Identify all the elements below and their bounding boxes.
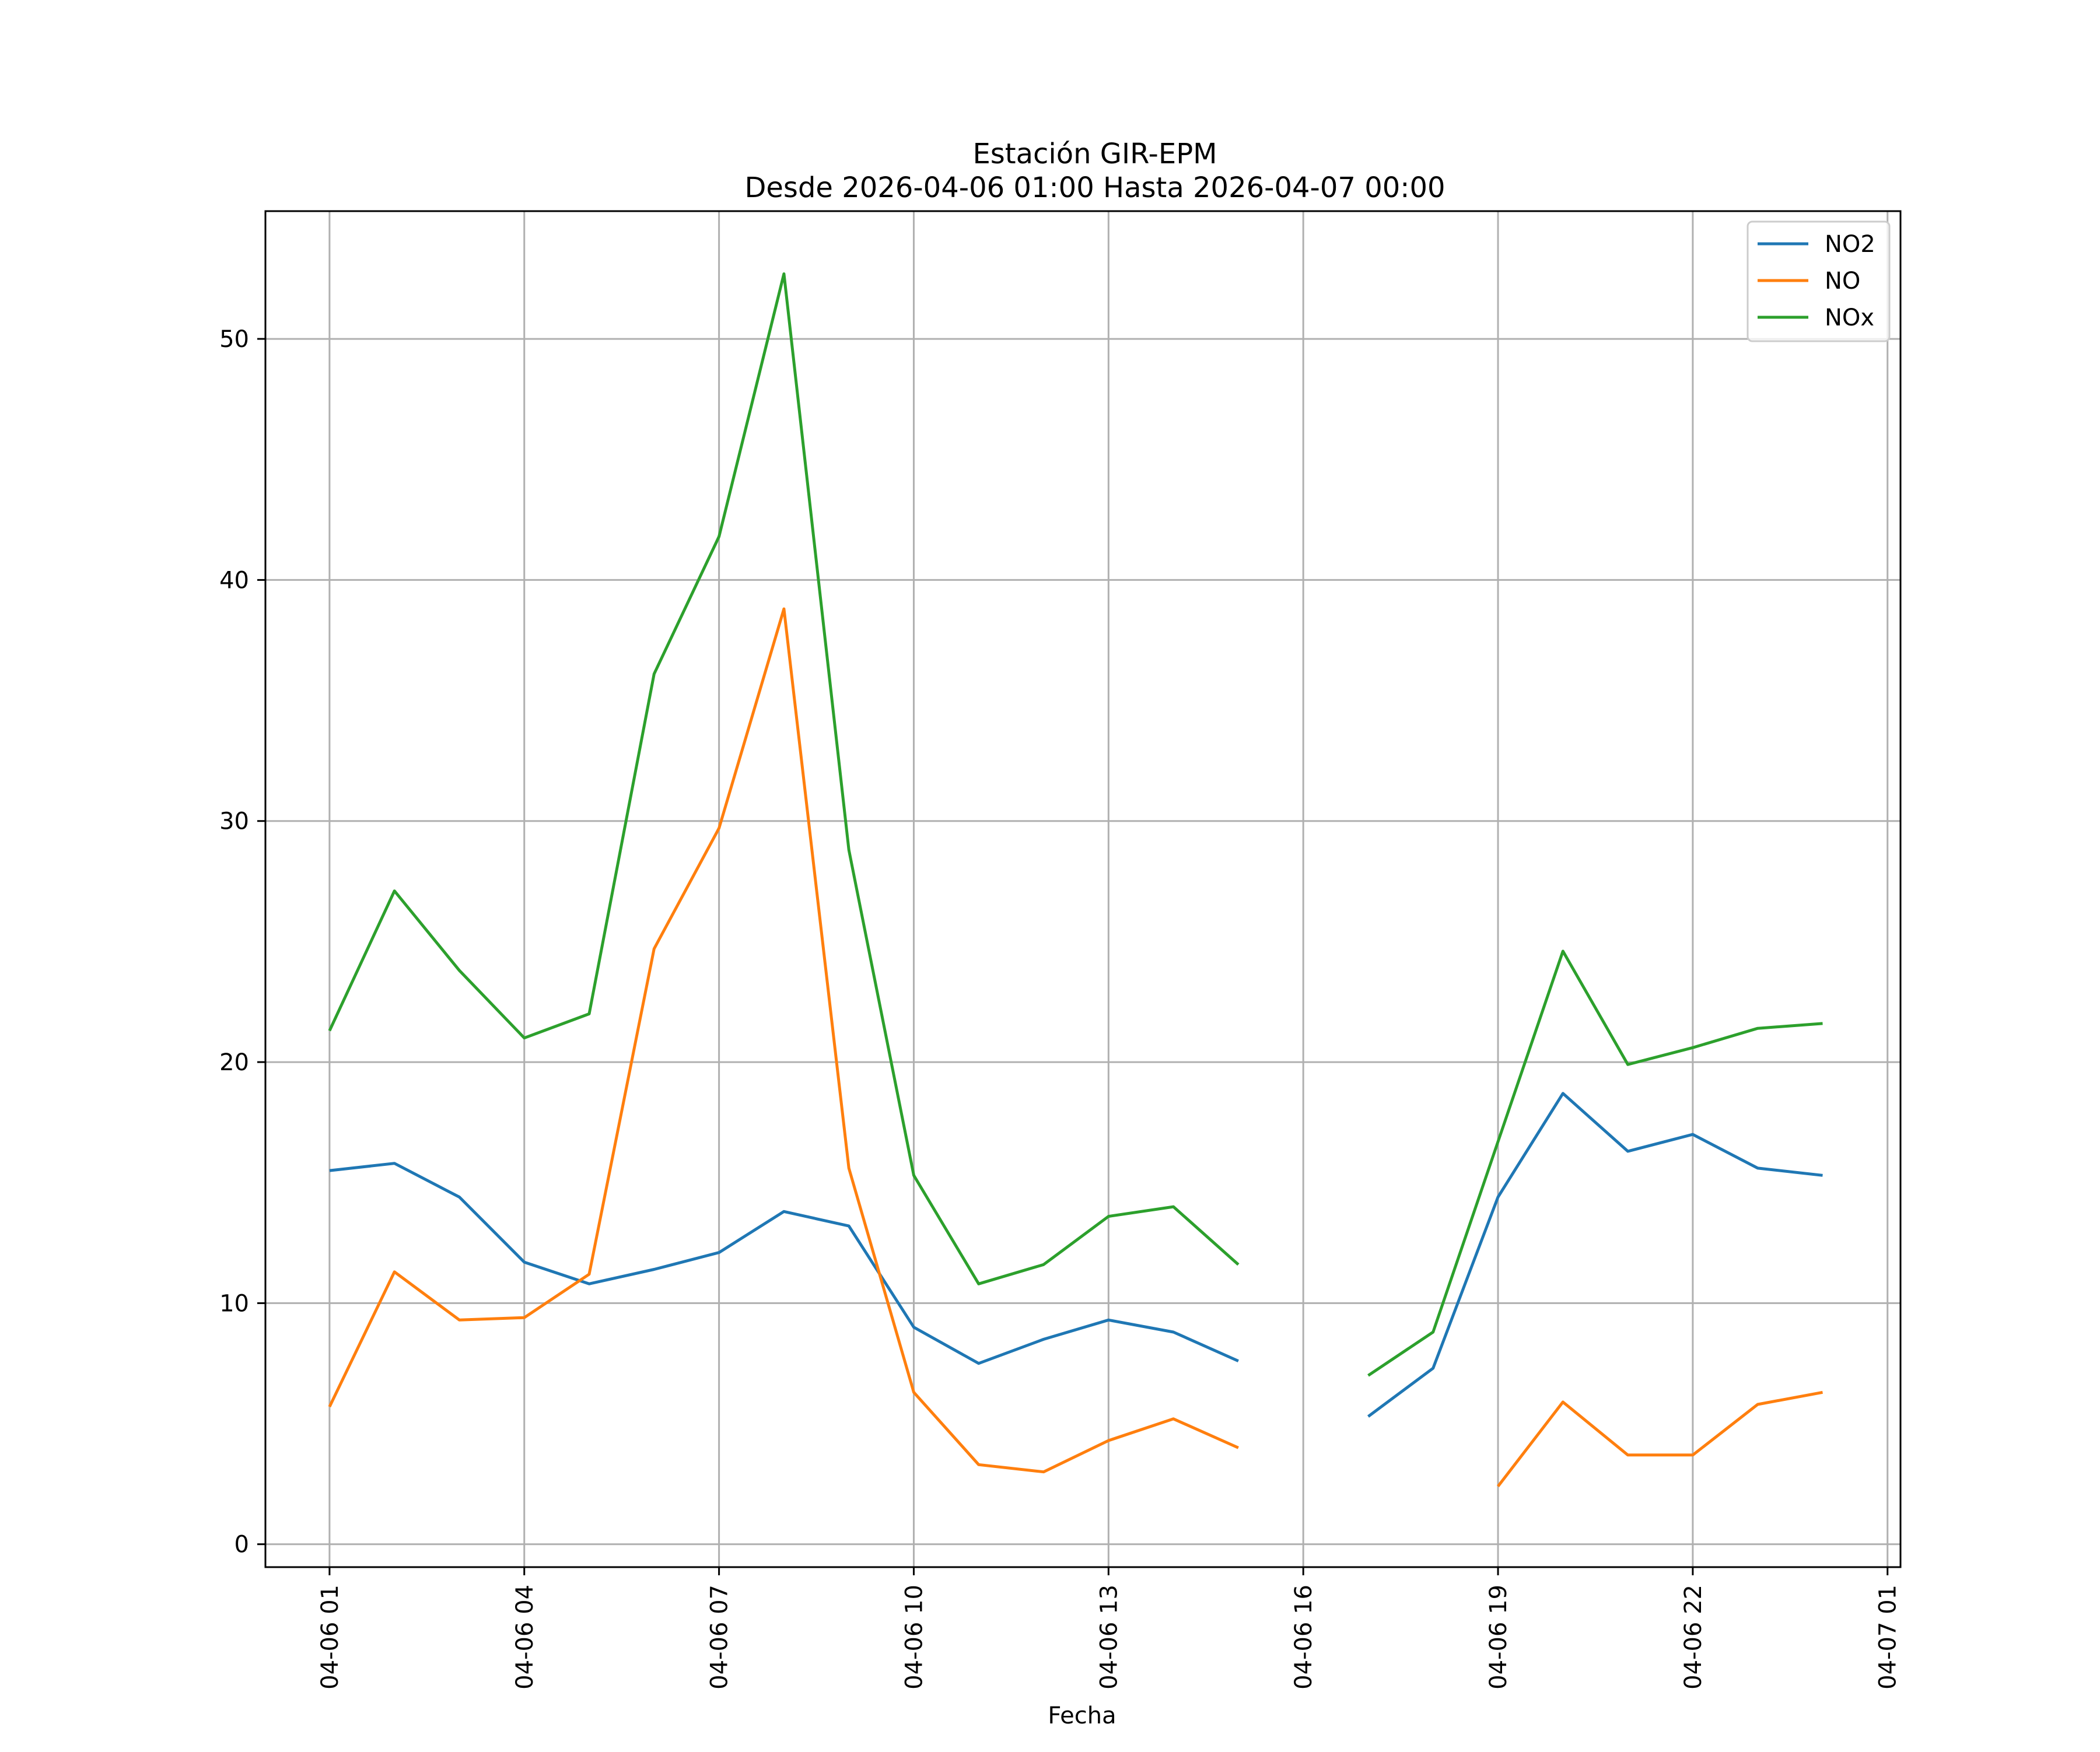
x-tick-label: 04-06 04 (512, 1585, 538, 1690)
legend-label-no: NO (1825, 268, 1860, 295)
y-axis: 0 10 20 30 40 50 (219, 326, 265, 1558)
series-lines (328, 272, 1823, 1488)
y-tick-label: 40 (219, 567, 249, 594)
x-tick-label: 04-06 13 (1096, 1585, 1122, 1690)
series-line-no (328, 607, 1823, 1488)
legend-box (1746, 220, 1891, 342)
chart-subtitle: Desde 2026-04-06 01:00 Hasta 2026-04-07 … (744, 171, 1445, 204)
x-tick-label: 04-06 01 (317, 1585, 344, 1690)
x-tick-label: 04-06 16 (1290, 1585, 1317, 1690)
x-tick-label: 04-06 07 (706, 1585, 733, 1690)
y-tick-label: 20 (219, 1049, 249, 1076)
legend-label-nox: NOx (1825, 304, 1874, 331)
x-axis-label: Fecha (1048, 1702, 1116, 1729)
legend: NO2 NO NOx (1746, 220, 1891, 342)
x-axis: 04-06 01 04-06 04 04-06 07 04-06 10 04-06 13… (317, 1567, 1902, 1690)
grid (265, 211, 1901, 1567)
y-tick-label: 30 (219, 808, 249, 835)
legend-label-no2: NO2 (1825, 231, 1875, 258)
y-tick-label: 50 (219, 326, 249, 353)
series-line-nox (328, 272, 1823, 1377)
x-tick-label: 04-06 22 (1680, 1585, 1707, 1690)
x-tick-label: 04-07 01 (1875, 1585, 1902, 1690)
x-tick-label: 04-06 19 (1485, 1585, 1512, 1690)
plot-frame (264, 210, 1902, 1568)
y-tick-label: 10 (219, 1290, 249, 1317)
series-line-no2 (329, 1092, 1823, 1418)
chart-title: Estación GIR-EPM (972, 138, 1217, 170)
x-tick-label: 04-06 10 (901, 1585, 928, 1690)
y-tick-label: 0 (235, 1532, 249, 1558)
